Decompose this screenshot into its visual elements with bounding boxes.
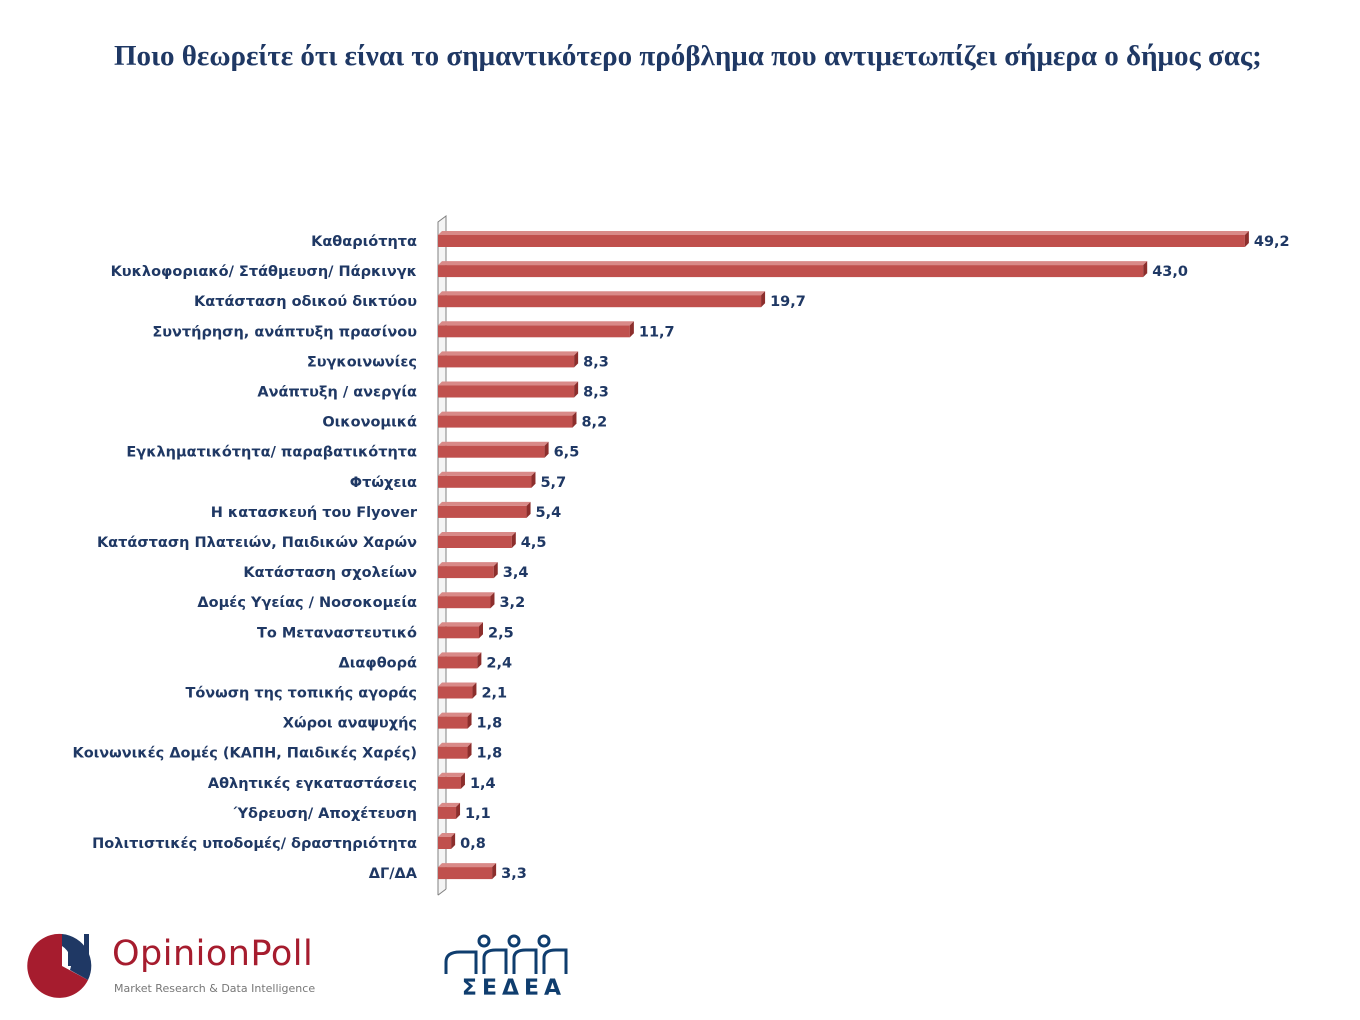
bar <box>438 562 498 579</box>
bar <box>438 441 549 458</box>
value-label: 5,7 <box>540 475 566 491</box>
bar <box>438 742 472 759</box>
value-label: 1,8 <box>477 746 503 762</box>
opinionpoll-logo-name: OpinionPoll <box>112 934 314 974</box>
value-label: 1,8 <box>477 716 503 732</box>
category-label: Τόνωση της τοπικής αγοράς <box>185 686 417 702</box>
bar <box>438 291 766 308</box>
value-label: 5,4 <box>536 505 562 521</box>
bar <box>438 802 461 819</box>
opinionpoll-logo-icon <box>27 933 92 998</box>
value-label: 19,7 <box>770 294 806 310</box>
category-label: Δομές Υγείας / Νοσοκομεία <box>197 595 417 611</box>
category-label: Κατάσταση Πλατειών, Παιδικών Χαρών <box>97 535 417 551</box>
value-label: 49,2 <box>1254 234 1290 250</box>
category-label: Ανάπτυξη / ανεργία <box>257 385 417 401</box>
value-label: 1,4 <box>470 776 496 792</box>
category-label: Χώροι αναψυχής <box>283 716 417 732</box>
value-label: 8,2 <box>581 415 607 431</box>
bar-chart: Καθαριότητα Κυκλοφοριακό/ Στάθμευση/ Πάρκ… <box>72 215 1290 896</box>
bar <box>438 381 579 398</box>
category-label: Καθαριότητα <box>311 234 417 250</box>
value-label: 43,0 <box>1152 264 1188 280</box>
category-label: Κατάσταση σχολείων <box>243 565 417 581</box>
bar <box>438 833 456 849</box>
sedea-logo-name: ΣΕΔΕΑ <box>461 976 567 1001</box>
bar <box>438 652 482 669</box>
value-label: 2,1 <box>481 686 507 702</box>
bar <box>438 501 531 518</box>
category-label: Πολιτιστικές υποδομές/ δραστηριότητα <box>92 836 417 852</box>
bar <box>438 351 579 368</box>
value-label: 3,3 <box>501 866 527 882</box>
bar <box>438 622 483 639</box>
category-label: Η κατασκευή του Flyover <box>211 505 418 521</box>
bar <box>438 863 497 880</box>
sedea-logo: ΣΕΔΕΑ <box>440 932 590 1002</box>
value-label: 3,4 <box>503 565 529 581</box>
category-label: Οικονομικά <box>322 415 417 431</box>
value-label: 2,4 <box>486 655 512 671</box>
bar <box>438 231 1249 247</box>
value-label: 1,1 <box>465 806 491 822</box>
value-label: 4,5 <box>521 535 547 551</box>
category-label: Το Μεταναστευτικό <box>257 625 417 641</box>
category-label: ΔΓ/ΔΑ <box>369 866 418 882</box>
bar <box>438 772 465 789</box>
bar <box>438 532 516 548</box>
opinionpoll-logo-tagline: Market Research & Data Intelligence <box>114 982 316 995</box>
bar <box>438 712 472 729</box>
category-label: Κατάσταση οδικού δικτύου <box>194 294 417 310</box>
category-label: Κυκλοφοριακό/ Στάθμευση/ Πάρκινγκ <box>111 264 417 280</box>
bar <box>438 411 577 428</box>
value-label: 8,3 <box>583 385 609 401</box>
bar <box>438 471 536 488</box>
y-axis-wall <box>437 215 447 896</box>
page-title: Ποιο θεωρείτε ότι είναι το σημαντικότερο… <box>114 40 1262 72</box>
category-label: Διαφθορά <box>339 655 417 671</box>
category-label: Κοινωνικές Δομές (ΚΑΠΗ, Παιδικές Χαρές) <box>72 746 417 762</box>
category-label: Συντήρηση, ανάπτυξη πρασίνου <box>152 324 417 340</box>
value-label: 6,5 <box>554 445 580 461</box>
category-label: Ύδρευση/ Αποχέτευση <box>233 806 417 822</box>
value-label: 3,2 <box>499 595 525 611</box>
value-label: 2,5 <box>488 625 514 641</box>
bar <box>438 682 477 699</box>
category-label: Φτώχεια <box>350 475 417 491</box>
sedea-logo-icon <box>444 934 568 974</box>
bar <box>438 321 634 338</box>
category-label: Συγκοινωνίες <box>307 354 417 370</box>
bar <box>438 261 1148 278</box>
value-label: 0,8 <box>460 836 486 852</box>
value-label: 8,3 <box>583 354 609 370</box>
opinionpoll-logo: OpinionPoll Market Research & Data Intel… <box>22 926 344 1004</box>
category-label: Εγκληματικότητα/ παραβατικότητα <box>126 445 417 461</box>
category-label: Αθλητικές εγκαταστάσεις <box>208 776 417 792</box>
bar <box>438 592 495 609</box>
value-label: 11,7 <box>639 324 675 340</box>
